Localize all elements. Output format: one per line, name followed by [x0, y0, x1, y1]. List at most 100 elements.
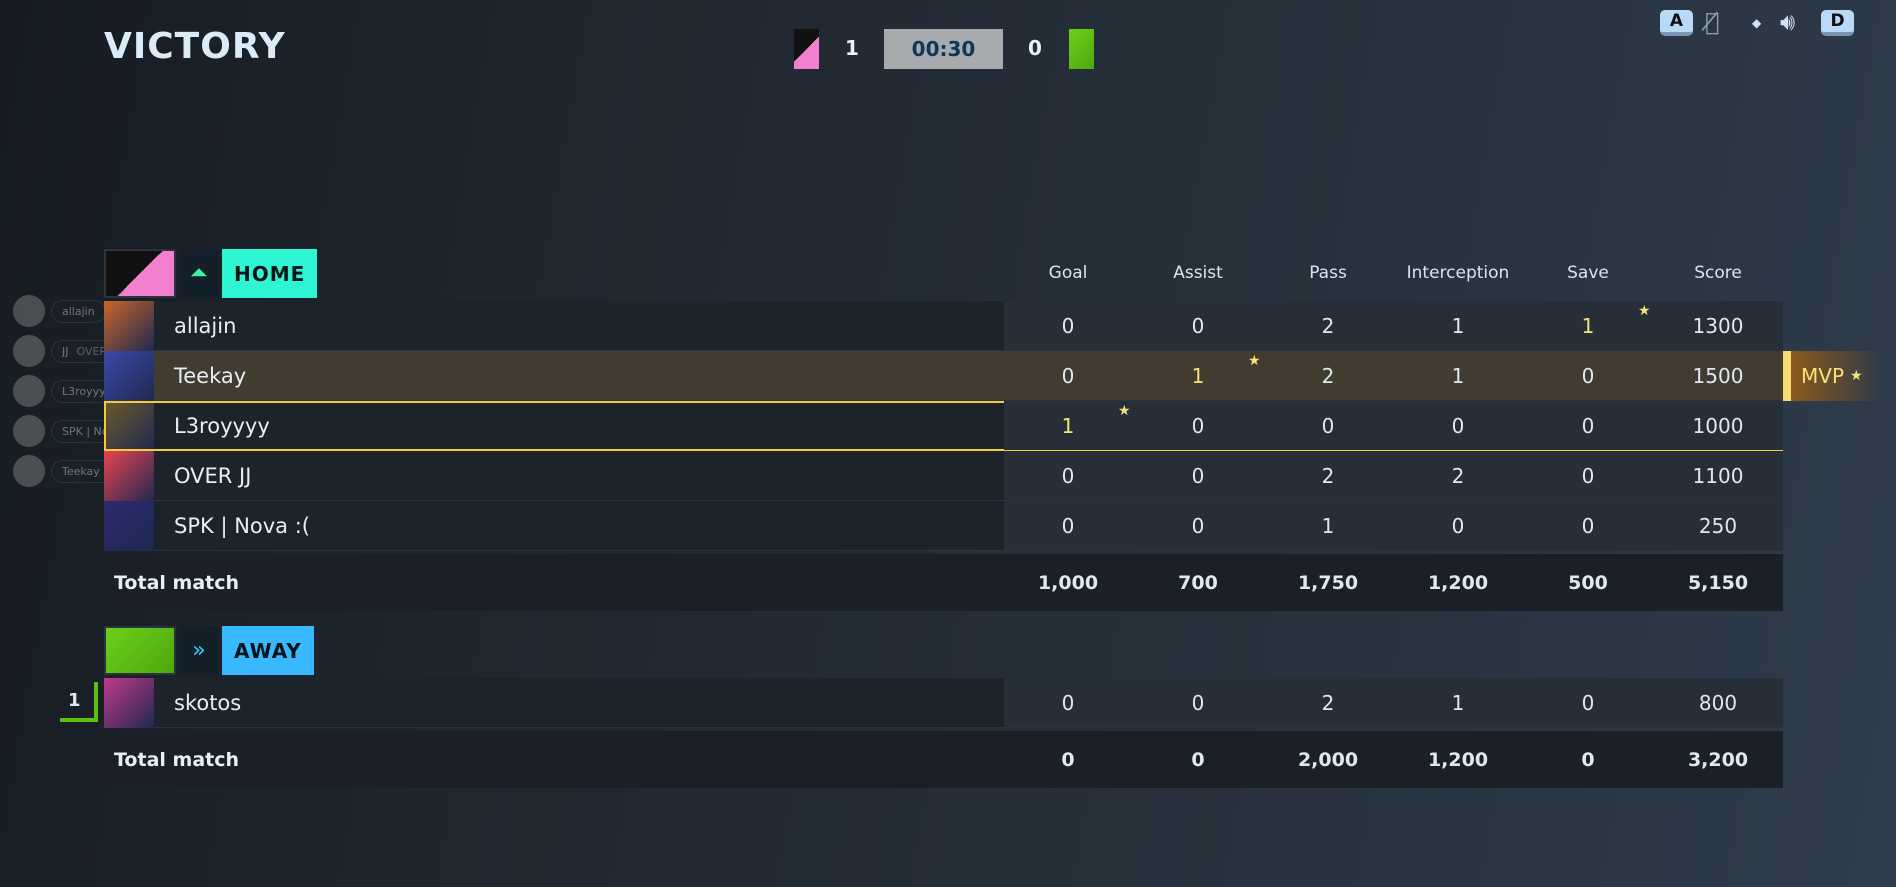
avatar: [13, 375, 45, 407]
column-header: Pass: [1309, 263, 1347, 283]
star-icon: ★: [1248, 353, 1261, 369]
player-row[interactable]: SPK | Nova :( 0 0 1 0 0 250: [104, 500, 1783, 551]
member-pill: allajin: [51, 299, 106, 323]
total-label: Total match: [114, 571, 240, 594]
stat-value: 0: [1191, 690, 1205, 715]
player-row[interactable]: OVER JJ 0 0 2 2 0 1100: [104, 450, 1783, 501]
stat-value: 0: [1581, 513, 1595, 538]
away-team-flag: [1069, 29, 1094, 69]
speaker-icon[interactable]: 🔊︎: [1780, 8, 1796, 36]
player-row[interactable]: skotos 0 0 2 1 0 800: [104, 677, 1783, 728]
player-name: skotos: [174, 690, 242, 715]
stat-value: 1: [1061, 413, 1075, 438]
home-team-header: ⏶ HOME: [104, 249, 318, 298]
player-cell: OVER JJ: [104, 450, 1004, 501]
stats-cell: 0 0 2 1 1 1300: [1004, 301, 1783, 350]
total-value: 0: [1581, 748, 1595, 771]
total-value: 0: [1191, 748, 1205, 771]
stat-value: 250: [1698, 513, 1738, 538]
home-team-flag: [794, 29, 819, 69]
member-name: allajin: [62, 304, 95, 318]
stat-value: 1: [1581, 313, 1595, 338]
stat-value: 0: [1191, 313, 1205, 338]
player-cell: allajin: [104, 300, 1004, 351]
player-cell: L3royyyy: [104, 400, 1004, 451]
home-team-flag: [104, 249, 176, 298]
stat-value: 0: [1061, 363, 1075, 388]
avatar: [104, 500, 154, 551]
stat-value: 1500: [1692, 363, 1744, 388]
chevrons-right-icon: »: [180, 626, 218, 675]
column-header: Interception: [1406, 263, 1510, 283]
key-a-button[interactable]: A: [1660, 10, 1693, 36]
total-label-cell: Total match: [104, 731, 1004, 788]
stat-value: 0: [1451, 513, 1465, 538]
stat-value: 1000: [1692, 413, 1744, 438]
avatar: [104, 350, 154, 401]
player-name: L3royyyy: [174, 413, 270, 438]
total-row: Total match 0 0 2,000 1,200 0 3,200: [104, 731, 1783, 788]
stat-value: 800: [1698, 690, 1738, 715]
stat-value: 0: [1191, 413, 1205, 438]
member-tag: OVER: [76, 344, 108, 358]
home-badge: HOME: [222, 249, 318, 298]
stat-value: 1: [1451, 313, 1465, 338]
stat-value: 0: [1191, 513, 1205, 538]
stat-value: 1: [1451, 363, 1465, 388]
dot-icon: ◆: [1752, 16, 1762, 30]
column-header: Score: [1694, 263, 1742, 283]
player-row[interactable]: L3royyyy 1 0 0 0 0 1000 ★: [104, 400, 1783, 451]
stat-value: 2: [1321, 463, 1335, 488]
player-name: Teekay: [174, 363, 247, 388]
stats-cell: 0 0 2 2 0 1100: [1004, 451, 1783, 500]
stat-value: 1: [1451, 690, 1465, 715]
stat-value: 2: [1451, 463, 1465, 488]
party-member[interactable]: allajin: [13, 295, 106, 327]
member-name: Teekay: [62, 464, 100, 478]
player-row[interactable]: Teekay 0 1 2 1 0 1500 ★: [104, 350, 1783, 401]
column-header: Save: [1567, 263, 1609, 283]
total-value: 0: [1061, 748, 1075, 771]
stats-cell: 0 0 1 0 0 250: [1004, 501, 1783, 550]
player-row[interactable]: allajin 0 0 2 1 1 1300 ★: [104, 300, 1783, 351]
total-value: 700: [1178, 571, 1218, 594]
stat-value: 1100: [1692, 463, 1744, 488]
player-name: allajin: [174, 313, 237, 338]
total-value: 1,750: [1297, 571, 1359, 594]
avatar: [13, 295, 45, 327]
avatar: [104, 677, 154, 728]
stat-value: 0: [1061, 513, 1075, 538]
stats-cell: 0 0 2 1 0 800: [1004, 678, 1783, 727]
stat-value: 0: [1581, 690, 1595, 715]
stats-cell: 0 1 2 1 0 1500: [1004, 351, 1783, 400]
avatar: [13, 455, 45, 487]
mvp-tag: MVP ★: [1783, 351, 1883, 401]
stat-value: 0: [1581, 363, 1595, 388]
total-value: 1,000: [1037, 571, 1099, 594]
total-value: 5,150: [1687, 571, 1749, 594]
match-timer: 00:30: [884, 29, 1003, 69]
away-badge: AWAY: [222, 626, 314, 675]
total-label: Total match: [114, 748, 240, 771]
star-icon: ★: [1118, 403, 1131, 419]
mic-muted-icon[interactable]: 🎙̸: [1705, 8, 1720, 36]
star-icon: ★: [1850, 368, 1863, 384]
away-score: 0: [1028, 36, 1042, 60]
stat-value: 1: [1191, 363, 1205, 388]
player-cell: SPK | Nova :(: [104, 500, 1004, 551]
member-pill: JJ OVER: [51, 339, 119, 363]
stat-value: 1300: [1692, 313, 1744, 338]
avatar: [13, 415, 45, 447]
total-value: 1,200: [1427, 571, 1489, 594]
match-result-title: VICTORY: [104, 26, 286, 67]
party-member[interactable]: JJ OVER: [13, 335, 119, 367]
stat-value: 2: [1321, 313, 1335, 338]
stat-value: 0: [1581, 463, 1595, 488]
key-d-button[interactable]: D: [1821, 10, 1854, 36]
avatar: [13, 335, 45, 367]
stat-value: 1: [1321, 513, 1335, 538]
column-header: Goal: [1048, 263, 1088, 283]
stat-value: 2: [1321, 690, 1335, 715]
mvp-label: MVP: [1801, 364, 1844, 388]
chevrons-up-icon: ⏶: [180, 249, 218, 298]
